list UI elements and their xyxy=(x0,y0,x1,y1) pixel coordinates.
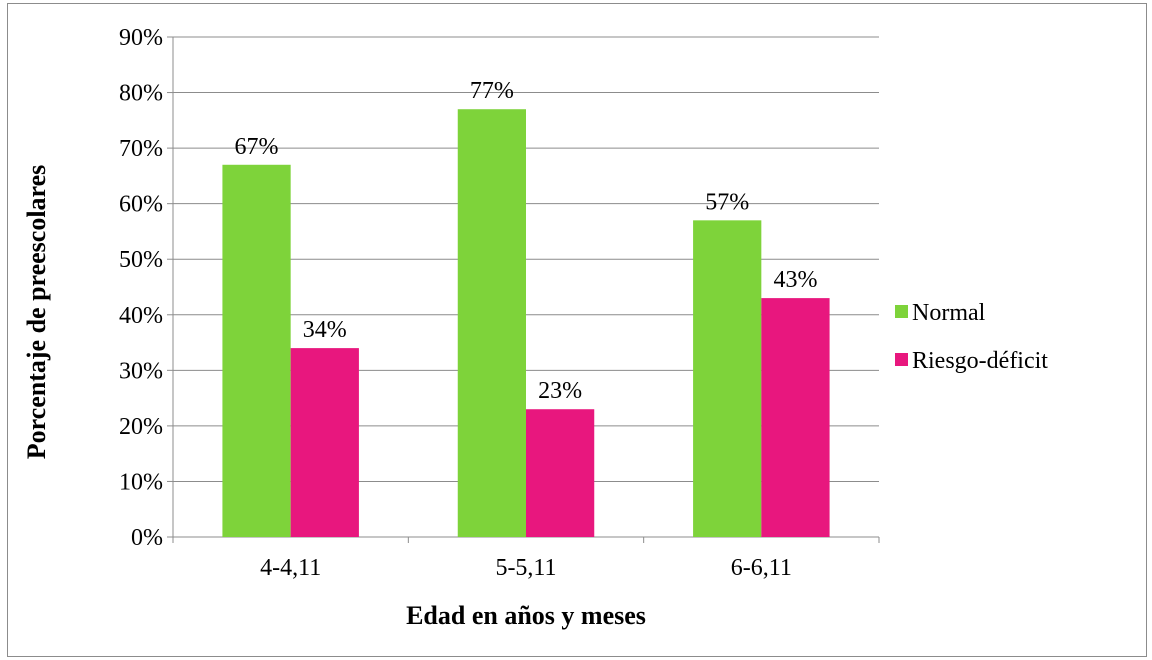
x-tick-label: 6-6,11 xyxy=(731,555,792,581)
chart-frame xyxy=(7,3,1147,657)
data-label: 23% xyxy=(538,378,582,404)
x-tick-label: 4-4,11 xyxy=(260,555,321,581)
data-label: 34% xyxy=(303,317,347,343)
bar-riesgo-d-ficit-2 xyxy=(526,409,595,537)
x-tick-labels: 4-4,11 5-5,11 6-6,11 xyxy=(260,555,792,581)
y-tick-labels: 0% 10% 20% 30% 40% 50% 60% 70% 80% 90% xyxy=(119,25,163,551)
data-label: 43% xyxy=(773,267,817,293)
bars xyxy=(222,109,830,538)
legend: Normal Riesgo-déficit xyxy=(895,300,1048,374)
y-tick-label: 50% xyxy=(119,247,163,273)
bar-riesgo-d-ficit-3 xyxy=(761,298,830,537)
legend-swatch xyxy=(895,305,908,318)
bar-normal-2 xyxy=(457,109,526,537)
bar-riesgo-d-ficit-1 xyxy=(290,348,359,537)
legend-label: Riesgo-déficit xyxy=(912,348,1048,374)
x-axis-title: Edad en años y meses xyxy=(406,601,646,630)
data-label: 77% xyxy=(470,78,514,104)
data-labels: 67% 34% 77% 23% 57% 43% xyxy=(235,78,818,404)
data-label: 67% xyxy=(235,134,279,160)
y-tick-label: 40% xyxy=(119,303,163,329)
legend-label: Normal xyxy=(912,300,986,326)
bar-normal-1 xyxy=(222,164,291,537)
y-tick-label: 0% xyxy=(131,525,163,551)
legend-swatch xyxy=(895,353,908,366)
y-tick-label: 20% xyxy=(119,414,163,440)
y-tick-label: 10% xyxy=(119,469,163,495)
x-tick-label: 5-5,11 xyxy=(495,555,556,581)
y-tick-label: 90% xyxy=(119,25,163,51)
y-axis-title: Porcentaje de preescolares xyxy=(22,165,51,460)
y-tick-label: 80% xyxy=(119,81,163,107)
bar-normal-3 xyxy=(693,220,762,538)
y-tick-label: 70% xyxy=(119,136,163,162)
y-tick-label: 30% xyxy=(119,358,163,384)
data-label: 57% xyxy=(705,189,749,215)
y-tick-label: 60% xyxy=(119,192,163,218)
